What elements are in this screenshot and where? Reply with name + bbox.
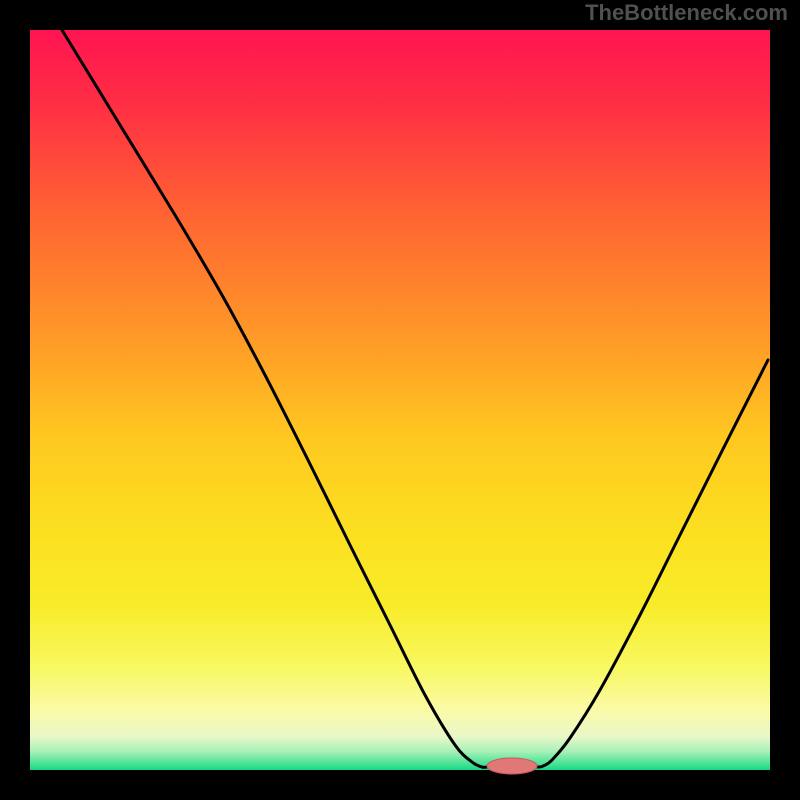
bottleneck-chart [0,0,800,800]
chart-container: TheBottleneck.com [0,0,800,800]
optimal-marker [487,758,537,774]
attribution-text: TheBottleneck.com [585,0,788,26]
plot-background [30,30,770,770]
